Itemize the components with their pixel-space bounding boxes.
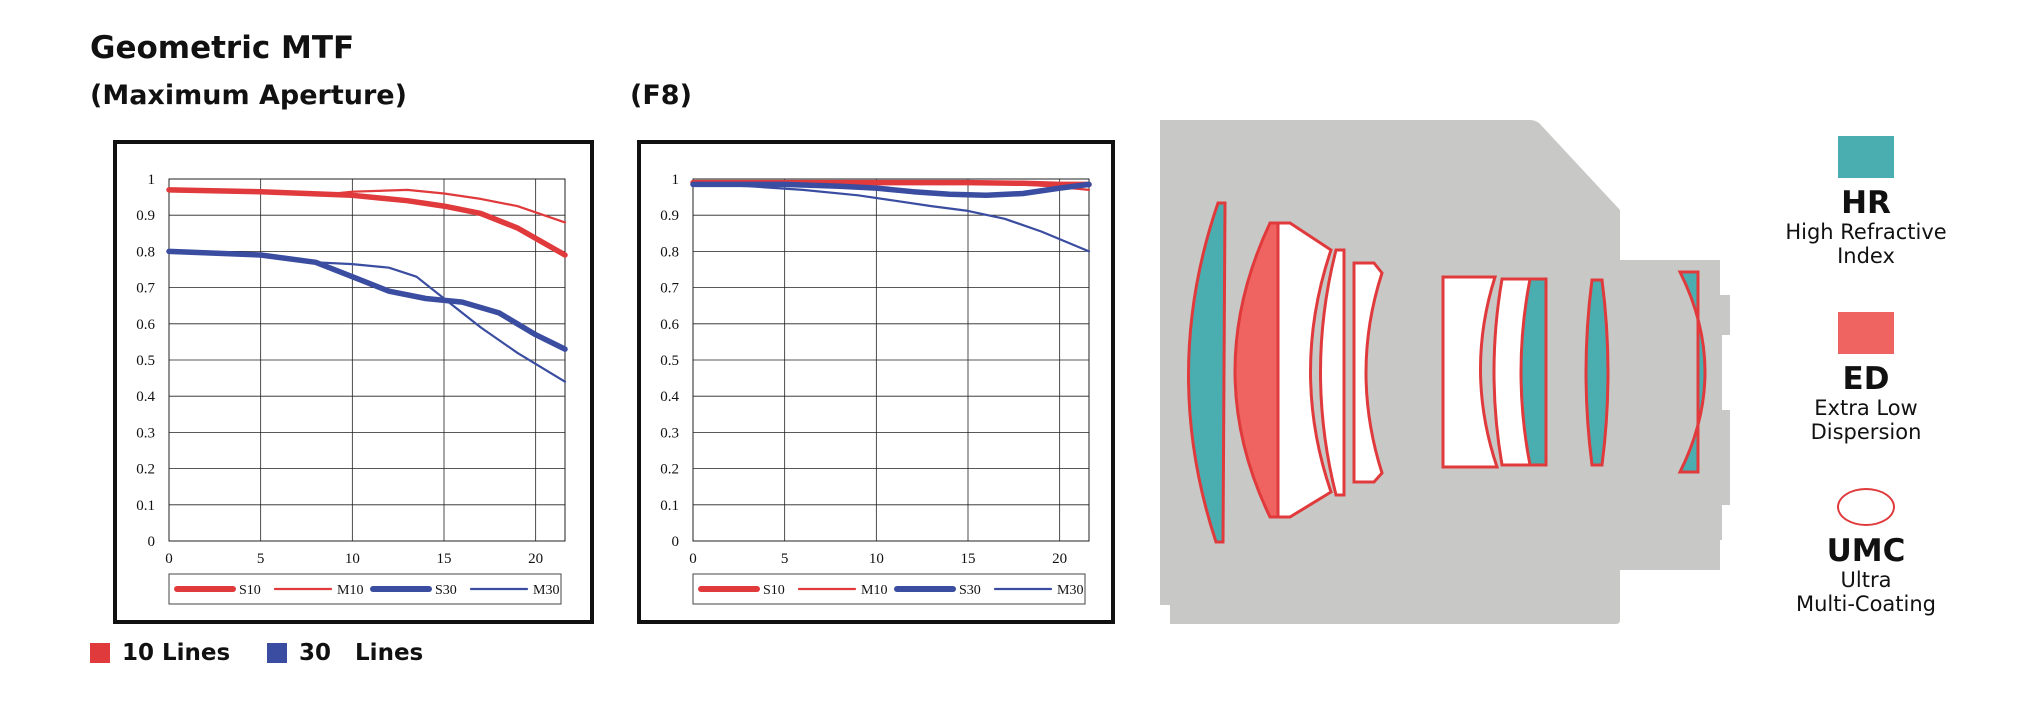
y-tick-label: 1 <box>672 172 680 188</box>
umc-desc-line2: Multi-Coating <box>1796 592 1936 616</box>
y-tick-label: 0.9 <box>660 208 679 224</box>
key-hr: HR High Refractive Index <box>1771 136 1961 268</box>
y-tick-label: 0.7 <box>136 281 155 297</box>
y-tick-label: 0.3 <box>136 425 155 441</box>
lens-element-9-hr <box>1584 278 1610 467</box>
lens-element-8-hr <box>1519 277 1548 467</box>
lens-element-3 <box>1276 221 1333 519</box>
legend-blue-swatch <box>267 643 287 663</box>
umc-desc-line1: Ultra <box>1840 568 1892 592</box>
mtf-chart-svg-f8: 00.10.20.30.40.50.60.70.80.910 5 10 15 20S10… <box>660 172 1092 605</box>
y-tick-label: 0.1 <box>136 498 155 514</box>
y-tick-label: 1 <box>148 172 156 188</box>
ed-desc-line1: Extra Low <box>1814 396 1918 420</box>
lens-element-6 <box>1441 275 1500 469</box>
y-tick-label: 0 <box>672 534 680 550</box>
lens-element-5 <box>1352 261 1384 484</box>
mtf-chart-svg-max-aperture: 00.10.20.30.40.50.60.70.80.910 5 10 15 20S10… <box>136 172 568 605</box>
y-tick-label: 0.2 <box>136 462 155 478</box>
legend-red-swatch <box>90 643 110 663</box>
y-tick-label: 0.2 <box>660 462 679 478</box>
hr-desc-line1: High Refractive <box>1785 220 1947 244</box>
legend-label-S10: S10 <box>239 583 261 598</box>
chart-subtitle-max-aperture: (Maximum Aperture) <box>90 80 407 111</box>
hr-label: HR <box>1841 185 1891 221</box>
x-tick-label: 15 <box>437 551 452 567</box>
lens-element-2-ed <box>1233 221 1280 519</box>
ed-swatch <box>1838 312 1894 354</box>
legend-label-M10: M10 <box>337 583 363 598</box>
y-tick-label: 0.6 <box>136 317 155 333</box>
series-line-M10 <box>167 188 567 224</box>
x-tick-label: 20 <box>528 551 543 567</box>
umc-label: UMC <box>1826 533 1906 569</box>
ed-desc-line2: Dispersion <box>1810 420 1922 444</box>
legend-label-S10: S10 <box>763 583 785 598</box>
legend-30-lines-label: 30 Lines <box>299 640 424 666</box>
x-tick-label: 10 <box>869 551 884 567</box>
legend-10-lines-label: 10 Lines <box>122 640 231 666</box>
legend-label-M30: M30 <box>533 583 559 598</box>
series-line-S30 <box>690 181 1092 199</box>
y-tick-label: 0.7 <box>660 281 679 297</box>
y-tick-label: 0.8 <box>660 244 679 260</box>
x-tick-label: 10 <box>345 551 360 567</box>
legend-label-S30: S30 <box>959 583 981 598</box>
y-tick-label: 0 <box>148 534 156 550</box>
legend-label-M30: M30 <box>1057 583 1083 598</box>
x-tick-label: 0 <box>689 551 697 567</box>
key-ed: ED Extra Low Dispersion <box>1771 312 1961 444</box>
series-line-M30 <box>167 250 567 383</box>
legend-label-M10: M10 <box>861 583 887 598</box>
lens-element-1-hr <box>1187 201 1227 544</box>
y-tick-label: 0.4 <box>136 389 155 405</box>
hr-desc-line2: Index <box>1837 244 1895 268</box>
y-tick-label: 0.3 <box>660 425 679 441</box>
page-title: Geometric MTF <box>90 30 355 66</box>
mtf-chart-f8: 0 0.1 0.2 0.3 0.4 0.5 0.6 0.7 0.8 0.9 1 0 5 10 15 20 S10… <box>637 140 1115 624</box>
x-tick-label: 20 <box>1052 551 1067 567</box>
lens-diagram <box>1160 120 1730 624</box>
umc-swatch <box>1837 488 1895 526</box>
y-tick-label: 0.6 <box>660 317 679 333</box>
series-line-M30 <box>691 183 1091 253</box>
chart-subtitle-f8: (F8) <box>630 80 692 111</box>
y-tick-label: 0.5 <box>136 353 155 369</box>
mtf-chart-max-aperture: 0 0.1 0.2 0.3 0.4 0.5 0.6 0.7 0.8 0.9 1 0 5 10 15 20 S10… <box>113 140 594 624</box>
y-tick-label: 0.1 <box>660 498 679 514</box>
y-tick-label: 0.4 <box>660 389 679 405</box>
lens-element-4 <box>1319 248 1346 497</box>
lens-element-10-hr <box>1677 270 1707 474</box>
lens-element-7 <box>1492 277 1532 467</box>
y-tick-label: 0.8 <box>136 244 155 260</box>
ed-label: ED <box>1842 361 1890 397</box>
key-umc: UMC Ultra Multi-Coating <box>1771 488 1961 616</box>
legend-10-lines: 10 Lines <box>90 640 230 666</box>
legend-30-lines: 30 Lines <box>267 640 423 666</box>
x-tick-label: 15 <box>961 551 976 567</box>
hr-swatch <box>1838 136 1894 178</box>
x-tick-label: 5 <box>781 551 789 567</box>
x-tick-label: 0 <box>165 551 173 567</box>
legend-label-S30: S30 <box>435 583 457 598</box>
y-tick-label: 0.5 <box>660 353 679 369</box>
y-tick-label: 0.9 <box>136 208 155 224</box>
x-tick-label: 5 <box>257 551 265 567</box>
